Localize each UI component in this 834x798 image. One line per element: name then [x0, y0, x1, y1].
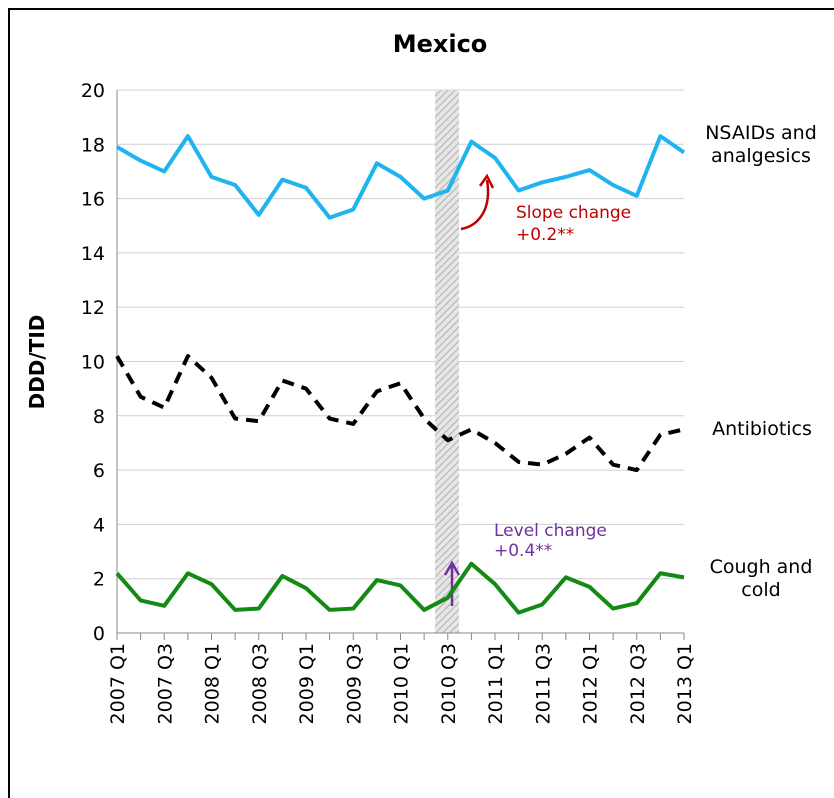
y-tick-label: 2	[93, 569, 105, 591]
y-axis-label: DDD/TID	[25, 315, 49, 410]
y-tick-label: 6	[93, 460, 105, 482]
slope-arrowhead	[478, 173, 495, 189]
y-tick-label: 10	[81, 352, 105, 374]
x-tick-label: 2011 Q1	[485, 643, 507, 724]
series-label: NSAIDs and analgesics	[705, 122, 817, 167]
y-tick-label: 18	[81, 134, 105, 156]
chart-title: Mexico	[393, 30, 488, 58]
x-tick-label: 2010 Q1	[391, 643, 413, 724]
series-label: Cough and cold	[709, 556, 813, 601]
series-line	[115, 561, 685, 615]
x-tick-label: 2007 Q3	[154, 643, 176, 724]
x-tick-label: 2010 Q3	[438, 643, 460, 724]
y-tick-label: 8	[93, 406, 105, 428]
slope-arrow	[460, 179, 490, 231]
y-tick-label: 0	[93, 623, 105, 645]
series-label: Antibiotics	[712, 418, 812, 440]
y-tick-label: 4	[93, 514, 105, 536]
series-line	[116, 134, 686, 220]
series-line	[115, 354, 685, 473]
y-tick-label: 14	[81, 243, 105, 265]
y-tick-label: 16	[81, 189, 105, 211]
x-tick-label: 2009 Q3	[343, 643, 365, 724]
frame	[8, 8, 834, 798]
x-tick-label: 2012 Q3	[627, 643, 649, 724]
annotation: Slope change	[516, 203, 631, 223]
y-tick-label: 12	[81, 297, 105, 319]
annotation: +0.2**	[516, 225, 574, 245]
x-tick-label: 2013 Q1	[674, 643, 696, 724]
x-tick-label: 2009 Q1	[296, 643, 318, 724]
y-tick-label: 20	[81, 80, 105, 102]
x-tick-label: 2007 Q1	[107, 643, 129, 724]
annotation: Level change	[494, 521, 607, 541]
level-arrowhead	[443, 560, 461, 576]
x-tick-label: 2008 Q3	[249, 643, 271, 724]
annotation: +0.4**	[494, 541, 552, 561]
x-tick-label: 2012 Q1	[580, 643, 602, 724]
x-tick-label: 2008 Q1	[202, 643, 224, 724]
intervention-band	[435, 90, 459, 633]
x-tick-label: 2011 Q3	[532, 643, 554, 724]
